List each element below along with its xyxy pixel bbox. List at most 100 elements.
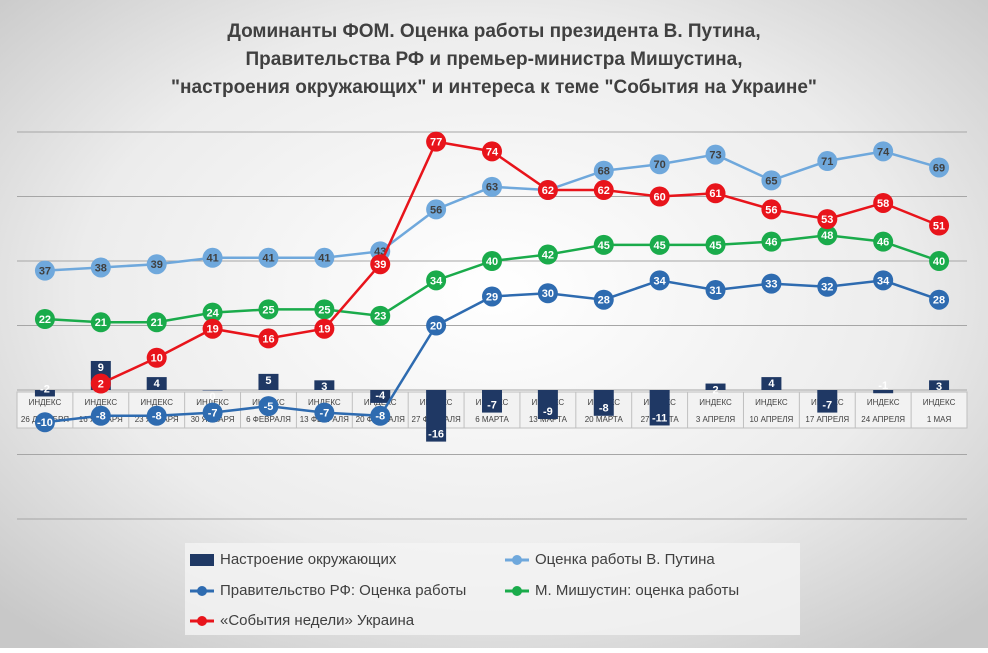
point (649, 270, 670, 291)
point-label: 74 (486, 146, 499, 158)
point (202, 318, 223, 339)
point-label: 61 (709, 188, 721, 200)
point (314, 247, 335, 268)
point-label: 56 (765, 204, 777, 216)
point (705, 144, 726, 165)
point-label: 28 (933, 295, 945, 307)
bar (873, 390, 894, 394)
legend-label: Настроение окружающих (220, 551, 397, 568)
bar-label: -9 (543, 406, 553, 418)
category-prefix: ИНДЕКС (755, 398, 788, 407)
point (90, 312, 111, 333)
point (258, 247, 279, 268)
bar-label: 5 (265, 375, 271, 387)
point-label: 73 (709, 149, 721, 161)
point (426, 315, 447, 336)
point (761, 170, 782, 191)
x-tick-label: 20 МАРТА (585, 415, 624, 424)
point (314, 318, 335, 339)
bar-label: 2 (712, 384, 718, 396)
point-label: -8 (375, 411, 385, 423)
point-label: 74 (877, 146, 890, 158)
point (649, 154, 670, 175)
bar (314, 380, 335, 390)
point-label: 77 (430, 137, 442, 149)
point-label: 30 (542, 288, 554, 300)
bar-label: 4 (154, 378, 161, 390)
point-label: 71 (821, 156, 833, 168)
point (705, 183, 726, 204)
chart-title: Доминанты ФОМ. Оценка работы президента … (227, 21, 760, 42)
point (258, 328, 279, 349)
point-label: 29 (486, 291, 498, 303)
point (90, 405, 111, 426)
point (146, 347, 167, 368)
bar (426, 390, 447, 442)
point-label: 34 (877, 275, 890, 287)
bar (482, 390, 502, 413)
x-tick-label: 6 МАРТА (475, 415, 509, 424)
point (873, 231, 894, 252)
point-label: 46 (765, 237, 777, 249)
bar-label: 9 (98, 362, 104, 374)
point (873, 270, 894, 291)
point (314, 402, 335, 423)
point-label: 16 (262, 333, 274, 345)
point-label: 69 (933, 162, 945, 174)
point-label: 56 (430, 204, 442, 216)
point-label: 65 (765, 175, 777, 187)
point-label: 39 (374, 259, 386, 271)
point (90, 373, 111, 394)
point-label: 45 (598, 240, 610, 252)
legend-label: Правительство РФ: Оценка работы (220, 582, 466, 599)
point (90, 257, 111, 278)
point-label: -10 (37, 417, 53, 429)
bar (34, 390, 55, 397)
point (705, 280, 726, 301)
point (146, 312, 167, 333)
bar (649, 390, 670, 426)
category-prefix: ИНДЕКС (699, 398, 732, 407)
point (761, 273, 782, 294)
point (202, 402, 223, 423)
point (314, 299, 335, 320)
legend-label: Оценка работы В. Путина (535, 551, 715, 568)
point (649, 234, 670, 255)
point (146, 405, 167, 426)
x-tick-label: 10 АПРЕЛЯ (749, 415, 793, 424)
point-label: 62 (598, 185, 610, 197)
point-label: 58 (877, 198, 889, 210)
point-label: 37 (39, 266, 51, 278)
point-label: 34 (430, 275, 443, 287)
point-label: 68 (598, 166, 610, 178)
x-tick-label: 3 АПРЕЛЯ (696, 415, 736, 424)
point-label: 28 (598, 295, 610, 307)
point-label: 53 (821, 214, 833, 226)
bar (202, 390, 223, 391)
point (761, 199, 782, 220)
point-label: 34 (654, 275, 667, 287)
bar-label: -4 (375, 390, 386, 402)
point (817, 276, 838, 297)
point (426, 199, 447, 220)
point-label: 48 (821, 230, 833, 242)
bar-label: -1 (878, 380, 888, 392)
point-label: -8 (96, 411, 106, 423)
bar (537, 390, 558, 420)
point-label: 2 (98, 378, 104, 390)
point-label: 62 (542, 185, 554, 197)
point-label: 10 (151, 353, 163, 365)
point (929, 157, 950, 178)
point (817, 151, 838, 172)
point (873, 192, 894, 213)
bar (370, 390, 391, 403)
point (593, 234, 614, 255)
bar-label: 3 (936, 381, 942, 393)
point (482, 141, 502, 162)
legend-box (185, 543, 800, 635)
point (929, 289, 950, 310)
bar (761, 377, 782, 390)
point (258, 299, 279, 320)
point-label: 33 (765, 278, 777, 290)
